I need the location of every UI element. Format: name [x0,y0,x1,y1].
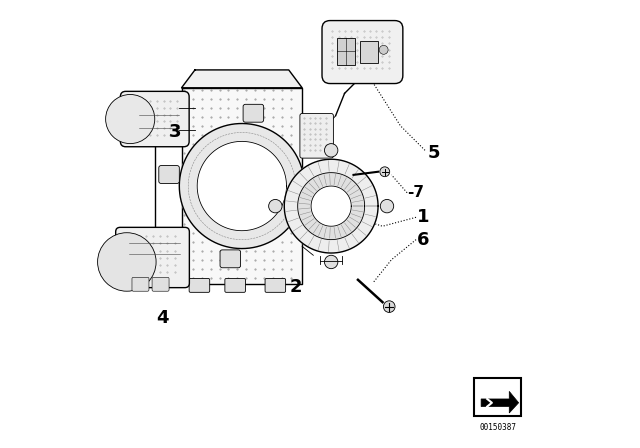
Circle shape [311,186,351,226]
Polygon shape [182,88,302,284]
Text: 2: 2 [289,277,301,296]
FancyBboxPatch shape [159,166,179,183]
Circle shape [324,144,338,157]
Bar [337,39,355,65]
Circle shape [106,95,155,144]
Text: 1: 1 [417,208,429,226]
Bar [360,41,378,64]
Text: 6: 6 [417,231,429,249]
Bar [474,378,521,416]
Circle shape [379,45,388,54]
Text: 3: 3 [168,124,181,142]
Circle shape [179,124,305,249]
Circle shape [380,199,394,213]
Circle shape [197,142,287,231]
FancyBboxPatch shape [265,279,285,293]
Polygon shape [182,70,302,88]
Polygon shape [481,392,518,413]
Text: 4: 4 [157,309,169,327]
FancyBboxPatch shape [300,113,333,158]
FancyBboxPatch shape [220,250,241,268]
FancyBboxPatch shape [132,277,149,291]
Circle shape [97,233,156,291]
Circle shape [383,301,395,312]
FancyBboxPatch shape [243,104,264,122]
Text: -7: -7 [408,185,424,200]
Circle shape [380,167,390,177]
Circle shape [298,172,365,240]
FancyBboxPatch shape [120,91,189,147]
FancyBboxPatch shape [305,189,325,207]
Circle shape [284,159,378,253]
FancyBboxPatch shape [152,277,169,291]
FancyBboxPatch shape [322,21,403,83]
FancyBboxPatch shape [189,279,210,293]
FancyBboxPatch shape [225,279,245,293]
Text: 00150387: 00150387 [479,423,516,432]
Circle shape [324,255,338,269]
Text: 5: 5 [428,143,440,162]
Circle shape [269,199,282,213]
FancyBboxPatch shape [116,227,189,288]
